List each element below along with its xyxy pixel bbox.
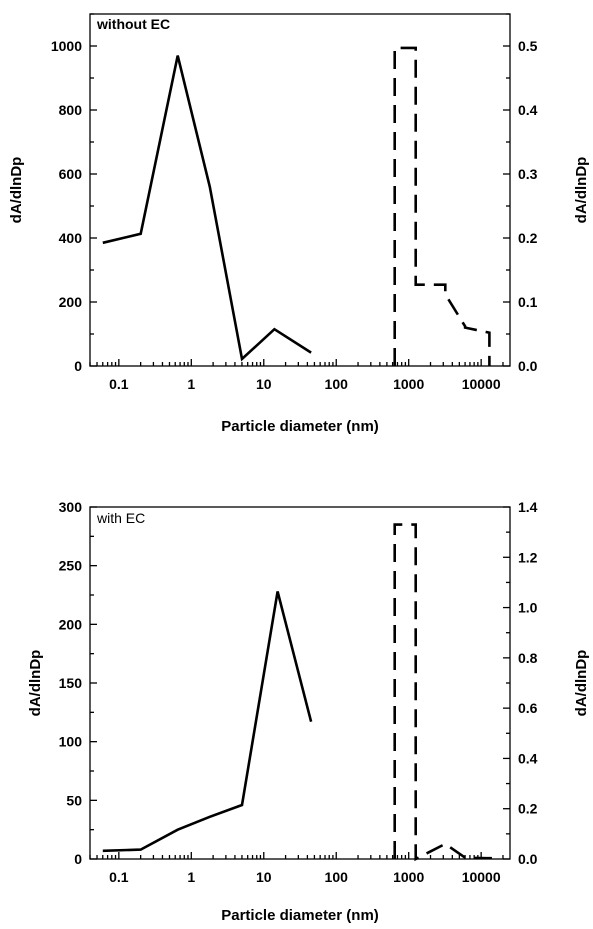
annotation: without EC: [96, 16, 170, 32]
x-ticks: 0.1 1 10 100 1000 10000: [89, 852, 504, 885]
y2-tick-label: 0.4: [518, 102, 538, 118]
x-tick-label: 10: [256, 376, 272, 392]
x-tick-label: 1000: [393, 869, 424, 885]
y2-tick-label: 0.8: [518, 650, 538, 666]
y-left-ticks: 0 50 100 150 200 250 300: [59, 499, 97, 867]
y-tick-label: 50: [66, 792, 82, 808]
series-layer: [102, 523, 500, 862]
y-tick-label: 300: [59, 499, 83, 515]
y2-axis-label: dA/dlnDp: [573, 157, 590, 224]
y-tick-label: 800: [59, 102, 83, 118]
y2-tick-label: 0.5: [518, 38, 538, 54]
y-tick-label: 400: [59, 230, 83, 246]
y-tick-label: 1000: [51, 38, 82, 54]
x-axis-label: Particle diameter (nm): [221, 907, 379, 924]
y2-tick-label: 0.2: [518, 230, 538, 246]
plot-frame: [89, 13, 511, 367]
series-layer: [102, 46, 491, 366]
y2-axis-label: dA/dlnDp: [573, 650, 590, 717]
series-line-solid: [102, 591, 313, 853]
series-line-dashed: [393, 46, 491, 366]
annotation: with EC: [96, 510, 145, 526]
series-line-solid: [102, 55, 312, 362]
y-axis-label: dA/dlnDp: [8, 157, 25, 224]
x-tick-label: 10: [256, 869, 272, 885]
x-axis-label: Particle diameter (nm): [221, 418, 379, 435]
x-tick-label: 10000: [462, 869, 501, 885]
y2-tick-label: 0.0: [518, 851, 538, 867]
y-tick-label: 150: [59, 675, 83, 691]
chart-with-ec: 0.1 1 10 100 1000 10000 0 50 100 150 200 250 300 0.…: [27, 499, 590, 924]
y-left-ticks: 0 200 400 600 800 1000: [51, 13, 97, 374]
x-tick-label: 100: [325, 869, 349, 885]
y-tick-label: 200: [59, 294, 83, 310]
y-tick-label: 250: [59, 558, 83, 574]
y2-tick-label: 0.6: [518, 700, 538, 716]
y-tick-label: 100: [59, 734, 83, 750]
chart-without-ec: 0.1 1 10 100 1000 10000 0 200 400 600 800 1000 0.0…: [8, 13, 590, 435]
y2-tick-label: 0.2: [518, 801, 538, 817]
y-tick-label: 0: [74, 358, 82, 374]
x-tick-label: 100: [325, 376, 349, 392]
x-tick-label: 1: [187, 869, 195, 885]
x-tick-label: 1: [187, 376, 195, 392]
y-axis-label: dA/dlnDp: [27, 650, 44, 717]
y-tick-label: 200: [59, 616, 83, 632]
y-right-ticks: 0.0 0.1 0.2 0.3 0.4 0.5: [503, 13, 538, 374]
y2-tick-label: 0.3: [518, 166, 538, 182]
y2-tick-label: 1.2: [518, 549, 538, 565]
x-tick-label: 10000: [462, 376, 501, 392]
y2-tick-label: 0.4: [518, 750, 538, 766]
y-tick-label: 600: [59, 166, 83, 182]
y-tick-label: 0: [74, 851, 82, 867]
y2-tick-label: 1.4: [518, 499, 538, 515]
y2-tick-label: 0.1: [518, 294, 538, 310]
x-tick-label: 0.1: [109, 376, 129, 392]
x-tick-label: 1000: [393, 376, 424, 392]
y-right-ticks: 0.0 0.2 0.4 0.6 0.8 1.0 1.2 1.4: [503, 499, 538, 867]
y2-tick-label: 0.0: [518, 358, 538, 374]
y2-tick-label: 1.0: [518, 600, 538, 616]
x-tick-label: 0.1: [109, 869, 129, 885]
x-ticks: 0.1 1 10 100 1000 10000: [89, 359, 504, 392]
series-line-dashed: [393, 523, 500, 862]
